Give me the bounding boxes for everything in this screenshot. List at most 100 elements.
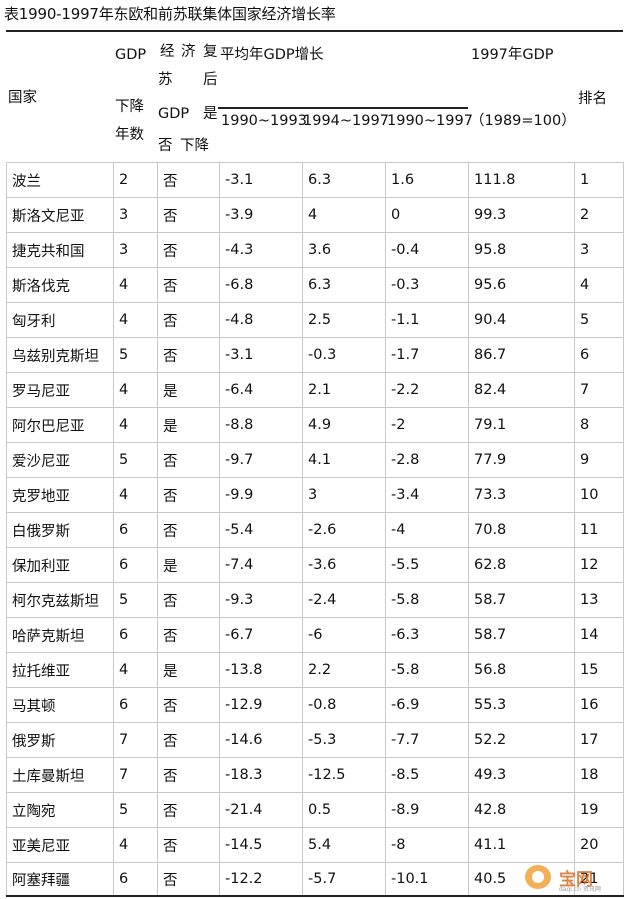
cell-gdp: 95.6 (468, 267, 575, 303)
header-recovery-b1: 济 (181, 44, 196, 60)
table-row: 斯洛文尼亚 3 否 -3.9 4 0 99.3 2 (6, 197, 624, 233)
cell-years: 4 (113, 267, 158, 303)
watermark-url: daqi.cn 资讯网 (559, 886, 601, 893)
cell-p1: -14.5 (219, 827, 303, 863)
cell-country: 马其顿 (6, 687, 114, 723)
cell-gdp: 62.8 (468, 547, 575, 583)
cell-country: 哈萨克斯坦 (6, 617, 114, 653)
cell-recover: 是 (157, 372, 220, 408)
cell-recover: 否 (157, 302, 220, 338)
table-row: 立陶宛 5 否 -21.4 0.5 -8.9 42.8 19 (6, 792, 624, 828)
cell-p1: -6.7 (219, 617, 303, 653)
cell-recover: 否 (157, 827, 220, 863)
cell-p1: -9.7 (219, 442, 303, 478)
cell-country: 匈牙利 (6, 302, 114, 338)
cell-p1: -21.4 (219, 792, 303, 828)
cell-years: 3 (113, 197, 158, 233)
cell-p3: 1.6 (385, 162, 469, 198)
cell-recover: 否 (157, 687, 220, 723)
cell-p1: -3.1 (219, 162, 303, 198)
cell-p2: -2.4 (302, 582, 386, 618)
cell-p1: -14.6 (219, 722, 303, 758)
cell-years: 4 (113, 372, 158, 408)
cell-p1: -9.9 (219, 477, 303, 513)
cell-p3: -6.9 (385, 687, 469, 723)
table-header: 国家 GDP 下降 年数 经 苏 GDP 否 济 复 后 是 下降 平均年GDP… (0, 34, 629, 162)
cell-p3: -3.4 (385, 477, 469, 513)
cell-p1: -4.8 (219, 302, 303, 338)
table-row: 克罗地亚 4 否 -9.9 3 -3.4 73.3 10 (6, 477, 624, 513)
cell-rank: 17 (574, 722, 624, 758)
cell-p2: -0.3 (302, 337, 386, 373)
table-title: 表1990-1997年东欧和前苏联集体国家经济增长率 (4, 5, 336, 23)
cell-p3: -10.1 (385, 862, 469, 897)
cell-rank: 13 (574, 582, 624, 618)
cell-gdp: 55.3 (468, 687, 575, 723)
header-gdp1997: 1997年GDP (471, 47, 554, 63)
cell-p3: -8 (385, 827, 469, 863)
cell-country: 克罗地亚 (6, 477, 114, 513)
cell-country: 拉托维亚 (6, 652, 114, 688)
cell-p2: -6 (302, 617, 386, 653)
cell-rank: 2 (574, 197, 624, 233)
cell-country: 土库曼斯坦 (6, 757, 114, 793)
header-period-2: 1994~1997 (303, 113, 389, 129)
table-row: 乌兹别克斯坦 5 否 -3.1 -0.3 -1.7 86.7 6 (6, 337, 624, 373)
cell-rank: 16 (574, 687, 624, 723)
cell-years: 6 (113, 617, 158, 653)
cell-gdp: 77.9 (468, 442, 575, 478)
cell-country: 柯尔克兹斯坦 (6, 582, 114, 618)
cell-recover: 否 (157, 617, 220, 653)
cell-recover: 否 (157, 512, 220, 548)
header-rank: 排名 (578, 91, 607, 107)
header-gdp1997-base: （1989=100） (470, 113, 576, 129)
cell-years: 5 (113, 442, 158, 478)
cell-rank: 21 (574, 862, 624, 897)
cell-recover: 否 (157, 442, 220, 478)
header-recovery-b4: 是 (203, 106, 218, 122)
cell-p1: -3.9 (219, 197, 303, 233)
cell-country: 捷克共和国 (6, 232, 114, 268)
cell-p3: -8.5 (385, 757, 469, 793)
cell-rank: 20 (574, 827, 624, 863)
cell-recover: 否 (157, 862, 220, 897)
cell-p3: 0 (385, 197, 469, 233)
cell-rank: 18 (574, 757, 624, 793)
table-row: 捷克共和国 3 否 -4.3 3.6 -0.4 95.8 3 (6, 232, 624, 268)
cell-p1: -4.3 (219, 232, 303, 268)
table-row: 马其顿 6 否 -12.9 -0.8 -6.9 55.3 16 (6, 687, 624, 723)
cell-p3: -7.7 (385, 722, 469, 758)
table-row: 保加利亚 6 是 -7.4 -3.6 -5.5 62.8 12 (6, 547, 624, 583)
cell-country: 亚美尼亚 (6, 827, 114, 863)
cell-p3: -2.8 (385, 442, 469, 478)
header-recovery-a2: 苏 (158, 72, 173, 88)
cell-years: 6 (113, 687, 158, 723)
cell-p2: 4 (302, 197, 386, 233)
cell-p2: -12.5 (302, 757, 386, 793)
cell-p2: 2.1 (302, 372, 386, 408)
cell-p3: -2.2 (385, 372, 469, 408)
top-rule (6, 30, 623, 32)
cell-rank: 14 (574, 617, 624, 653)
cell-p2: 6.3 (302, 162, 386, 198)
cell-gdp: 79.1 (468, 407, 575, 443)
table-row: 俄罗斯 7 否 -14.6 -5.3 -7.7 52.2 17 (6, 722, 624, 758)
cell-recover: 否 (157, 197, 220, 233)
table-row: 白俄罗斯 6 否 -5.4 -2.6 -4 70.8 11 (6, 512, 624, 548)
cell-p3: -5.5 (385, 547, 469, 583)
cell-p1: -6.8 (219, 267, 303, 303)
table-row: 阿塞拜疆 6 否 -12.2 -5.7 -10.1 40.5 21 (6, 862, 624, 897)
cell-country: 斯洛文尼亚 (6, 197, 114, 233)
cell-recover: 是 (157, 547, 220, 583)
cell-gdp: 82.4 (468, 372, 575, 408)
cell-p1: -7.4 (219, 547, 303, 583)
cell-p1: -6.4 (219, 372, 303, 408)
cell-years: 5 (113, 337, 158, 373)
cell-years: 6 (113, 862, 158, 897)
cell-recover: 否 (157, 267, 220, 303)
cell-p3: -5.8 (385, 652, 469, 688)
cell-p2: 6.3 (302, 267, 386, 303)
header-recovery-b3: 后 (203, 72, 218, 88)
cell-p3: -5.8 (385, 582, 469, 618)
header-gdp-decline-line1: GDP (115, 47, 147, 63)
